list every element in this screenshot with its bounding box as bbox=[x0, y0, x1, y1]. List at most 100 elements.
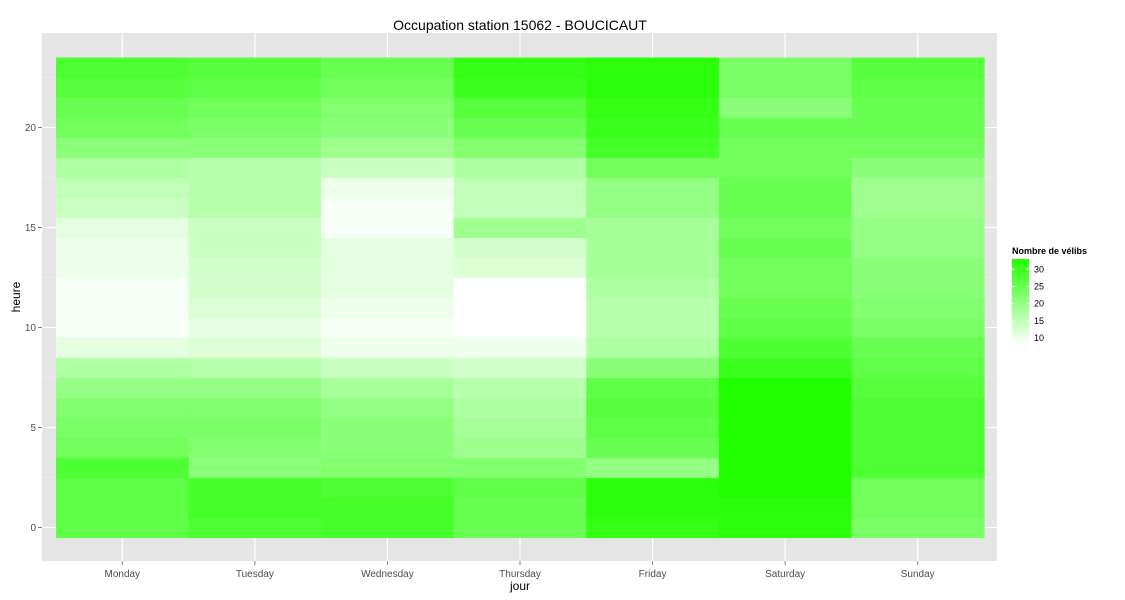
heatmap-tile bbox=[56, 57, 190, 79]
heatmap-tile bbox=[586, 157, 720, 179]
heatmap-tile bbox=[321, 357, 455, 379]
y-axis-title: heure bbox=[9, 281, 23, 312]
heatmap-tile bbox=[188, 277, 322, 299]
heatmap-tile bbox=[321, 317, 455, 339]
heatmap-tile bbox=[718, 117, 853, 139]
heatmap-tile bbox=[453, 257, 587, 279]
heatmap-tile bbox=[56, 157, 190, 179]
heatmap-tile bbox=[188, 217, 322, 239]
heatmap-tile bbox=[851, 317, 985, 339]
heatmap-tile bbox=[453, 77, 587, 99]
heatmap-tile bbox=[718, 257, 853, 279]
heatmap-tile bbox=[321, 137, 455, 159]
heatmap-tile bbox=[851, 417, 985, 439]
heatmap-tile bbox=[718, 437, 853, 459]
x-axis-title: jour bbox=[509, 579, 530, 593]
heatmap-tile bbox=[718, 77, 853, 99]
heatmap-tile bbox=[586, 117, 720, 139]
heatmap-tile bbox=[718, 457, 853, 479]
heatmap-tile bbox=[851, 297, 985, 319]
heatmap-tile bbox=[321, 77, 455, 99]
heatmap-tile bbox=[851, 437, 985, 459]
heatmap-tile bbox=[188, 77, 322, 99]
heatmap-tile bbox=[56, 97, 190, 119]
heatmap-tile bbox=[56, 517, 190, 539]
heatmap-tile bbox=[188, 297, 322, 319]
y-tick-label: 15 bbox=[25, 223, 37, 234]
heatmap-tile bbox=[586, 437, 720, 459]
heatmap-tile bbox=[718, 497, 853, 519]
heatmap-tile bbox=[453, 397, 587, 419]
heatmap-tile bbox=[851, 57, 985, 79]
heatmap-tile bbox=[718, 97, 853, 119]
heatmap-tile bbox=[321, 157, 455, 179]
heatmap-tile bbox=[56, 397, 190, 419]
heatmap-tile bbox=[718, 517, 853, 539]
legend-title: Nombre de vélibs bbox=[1012, 246, 1087, 256]
heatmap-tile bbox=[56, 297, 190, 319]
x-tick-label: Tuesday bbox=[236, 569, 274, 580]
heatmap-tile bbox=[453, 157, 587, 179]
heatmap-tile bbox=[851, 477, 985, 499]
heatmap-tile bbox=[718, 397, 853, 419]
legend-colorbar bbox=[1012, 259, 1029, 345]
heatmap-tile bbox=[188, 477, 322, 499]
heatmap-tile bbox=[56, 357, 190, 379]
heatmap-tile bbox=[188, 57, 322, 79]
heatmap-tile bbox=[718, 197, 853, 219]
x-tick-label: Saturday bbox=[765, 569, 805, 580]
heatmap-tile bbox=[321, 297, 455, 319]
heatmap-tile bbox=[56, 417, 190, 439]
heatmap-tile bbox=[188, 157, 322, 179]
heatmap-tile bbox=[321, 277, 455, 299]
x-tick-label: Monday bbox=[104, 569, 140, 580]
heatmap-tile bbox=[188, 137, 322, 159]
heatmap-tile bbox=[851, 237, 985, 259]
heatmap-tile bbox=[188, 457, 322, 479]
legend-tick-label: 20 bbox=[1034, 299, 1044, 309]
heatmap-tile bbox=[851, 257, 985, 279]
heatmap-tile bbox=[188, 397, 322, 419]
legend: Nombre de vélibs 10 15 20 25 30 bbox=[1012, 246, 1087, 345]
heatmap-tile bbox=[321, 177, 455, 199]
heatmap-tile bbox=[586, 77, 720, 99]
heatmap-tile bbox=[851, 497, 985, 519]
heatmap-tile bbox=[851, 517, 985, 539]
heatmap-tile bbox=[453, 437, 587, 459]
axes: Monday Tuesday Wednesday Thursday Friday Satu… bbox=[25, 123, 935, 580]
heatmap-tile bbox=[56, 337, 190, 359]
heatmap-tile bbox=[851, 377, 985, 399]
heatmap-tiles bbox=[56, 57, 985, 539]
heatmap-tile bbox=[586, 497, 720, 519]
x-tick-label: Friday bbox=[639, 569, 667, 580]
heatmap-tile bbox=[453, 517, 587, 539]
heatmap-tile bbox=[453, 457, 587, 479]
heatmap-tile bbox=[453, 337, 587, 359]
heatmap-tile bbox=[321, 217, 455, 239]
heatmap-tile bbox=[586, 257, 720, 279]
heatmap-tile bbox=[453, 297, 587, 319]
heatmap-tile bbox=[851, 197, 985, 219]
heatmap-tile bbox=[586, 97, 720, 119]
y-tick-label: 5 bbox=[30, 423, 36, 434]
heatmap-tile bbox=[586, 377, 720, 399]
heatmap-tile bbox=[453, 117, 587, 139]
heatmap-tile bbox=[453, 357, 587, 379]
heatmap-tile bbox=[56, 77, 190, 99]
heatmap-tile bbox=[453, 417, 587, 439]
heatmap-tile bbox=[321, 57, 455, 79]
y-tick-label: 0 bbox=[30, 523, 36, 534]
heatmap-tile bbox=[586, 177, 720, 199]
heatmap-tile bbox=[56, 137, 190, 159]
heatmap-tile bbox=[718, 357, 853, 379]
heatmap-tile bbox=[851, 277, 985, 299]
legend-tick-label: 30 bbox=[1034, 264, 1044, 274]
heatmap-tile bbox=[718, 477, 853, 499]
heatmap-tile bbox=[321, 397, 455, 419]
heatmap-tile bbox=[321, 477, 455, 499]
heatmap-tile bbox=[453, 377, 587, 399]
heatmap-tile bbox=[851, 137, 985, 159]
heatmap-tile bbox=[188, 517, 322, 539]
heatmap-tile bbox=[188, 257, 322, 279]
legend-tick-label: 15 bbox=[1034, 316, 1044, 326]
